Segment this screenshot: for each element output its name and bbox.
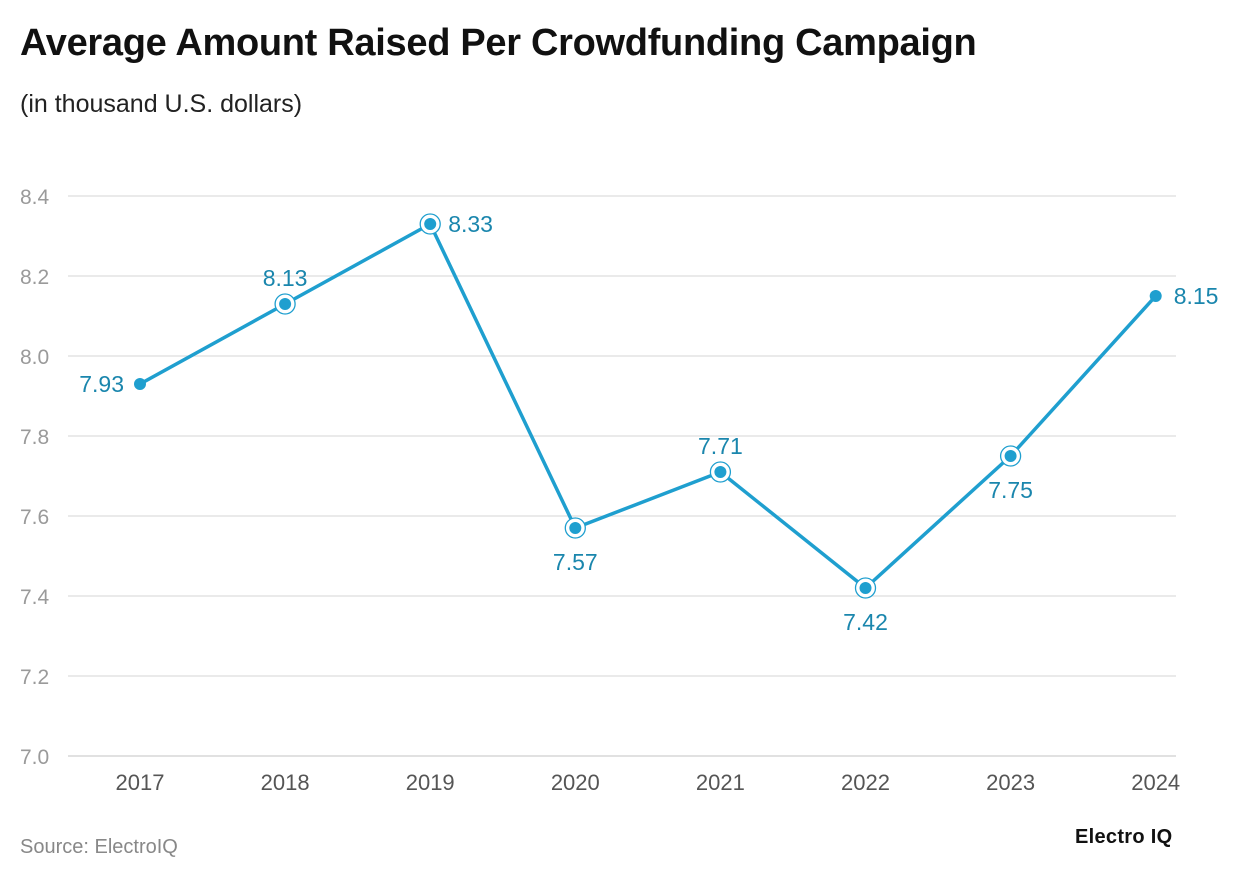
series-line [138,222,1158,590]
data-point [859,582,872,594]
data-label: 7.42 [843,609,888,635]
data-point [134,378,146,390]
y-tick-label: 7.2 [20,666,49,689]
x-tick-label: 2019 [406,770,455,795]
data-point [569,522,582,534]
data-point [1004,450,1017,462]
x-tick-label: 2024 [1131,770,1180,795]
data-point [714,466,727,478]
x-tick-label: 2018 [261,770,310,795]
data-label: 7.57 [553,549,598,575]
x-tick-label: 2023 [986,770,1035,795]
data-label: 7.71 [698,433,743,459]
chart-subtitle: (in thousand U.S. dollars) [20,90,303,118]
brand-logo: Electro IQ [1075,826,1173,848]
x-tick-label: 2021 [696,770,745,795]
y-tick-label: 7.0 [20,746,49,769]
chart-title: Average Amount Raised Per Crowdfunding C… [20,22,977,64]
data-label: 8.13 [263,265,308,291]
data-point [1149,290,1162,302]
y-tick-label: 8.2 [20,266,49,289]
data-label: 8.33 [448,211,493,237]
data-label: 7.75 [988,477,1033,503]
data-label: 7.93 [79,371,124,397]
data-point [424,218,437,230]
data-label: 8.15 [1174,283,1219,309]
y-tick-label: 7.8 [20,426,49,449]
data-point [279,298,292,310]
x-tick-label: 2020 [551,770,600,795]
y-tick-label: 7.6 [20,506,49,529]
source-note: Source: ElectroIQ [20,836,178,858]
y-tick-label: 8.4 [20,186,50,209]
x-tick-label: 2017 [116,770,165,795]
x-tick-label: 2022 [841,770,890,795]
y-tick-label: 8.0 [20,346,49,369]
y-tick-label: 7.4 [20,586,50,609]
